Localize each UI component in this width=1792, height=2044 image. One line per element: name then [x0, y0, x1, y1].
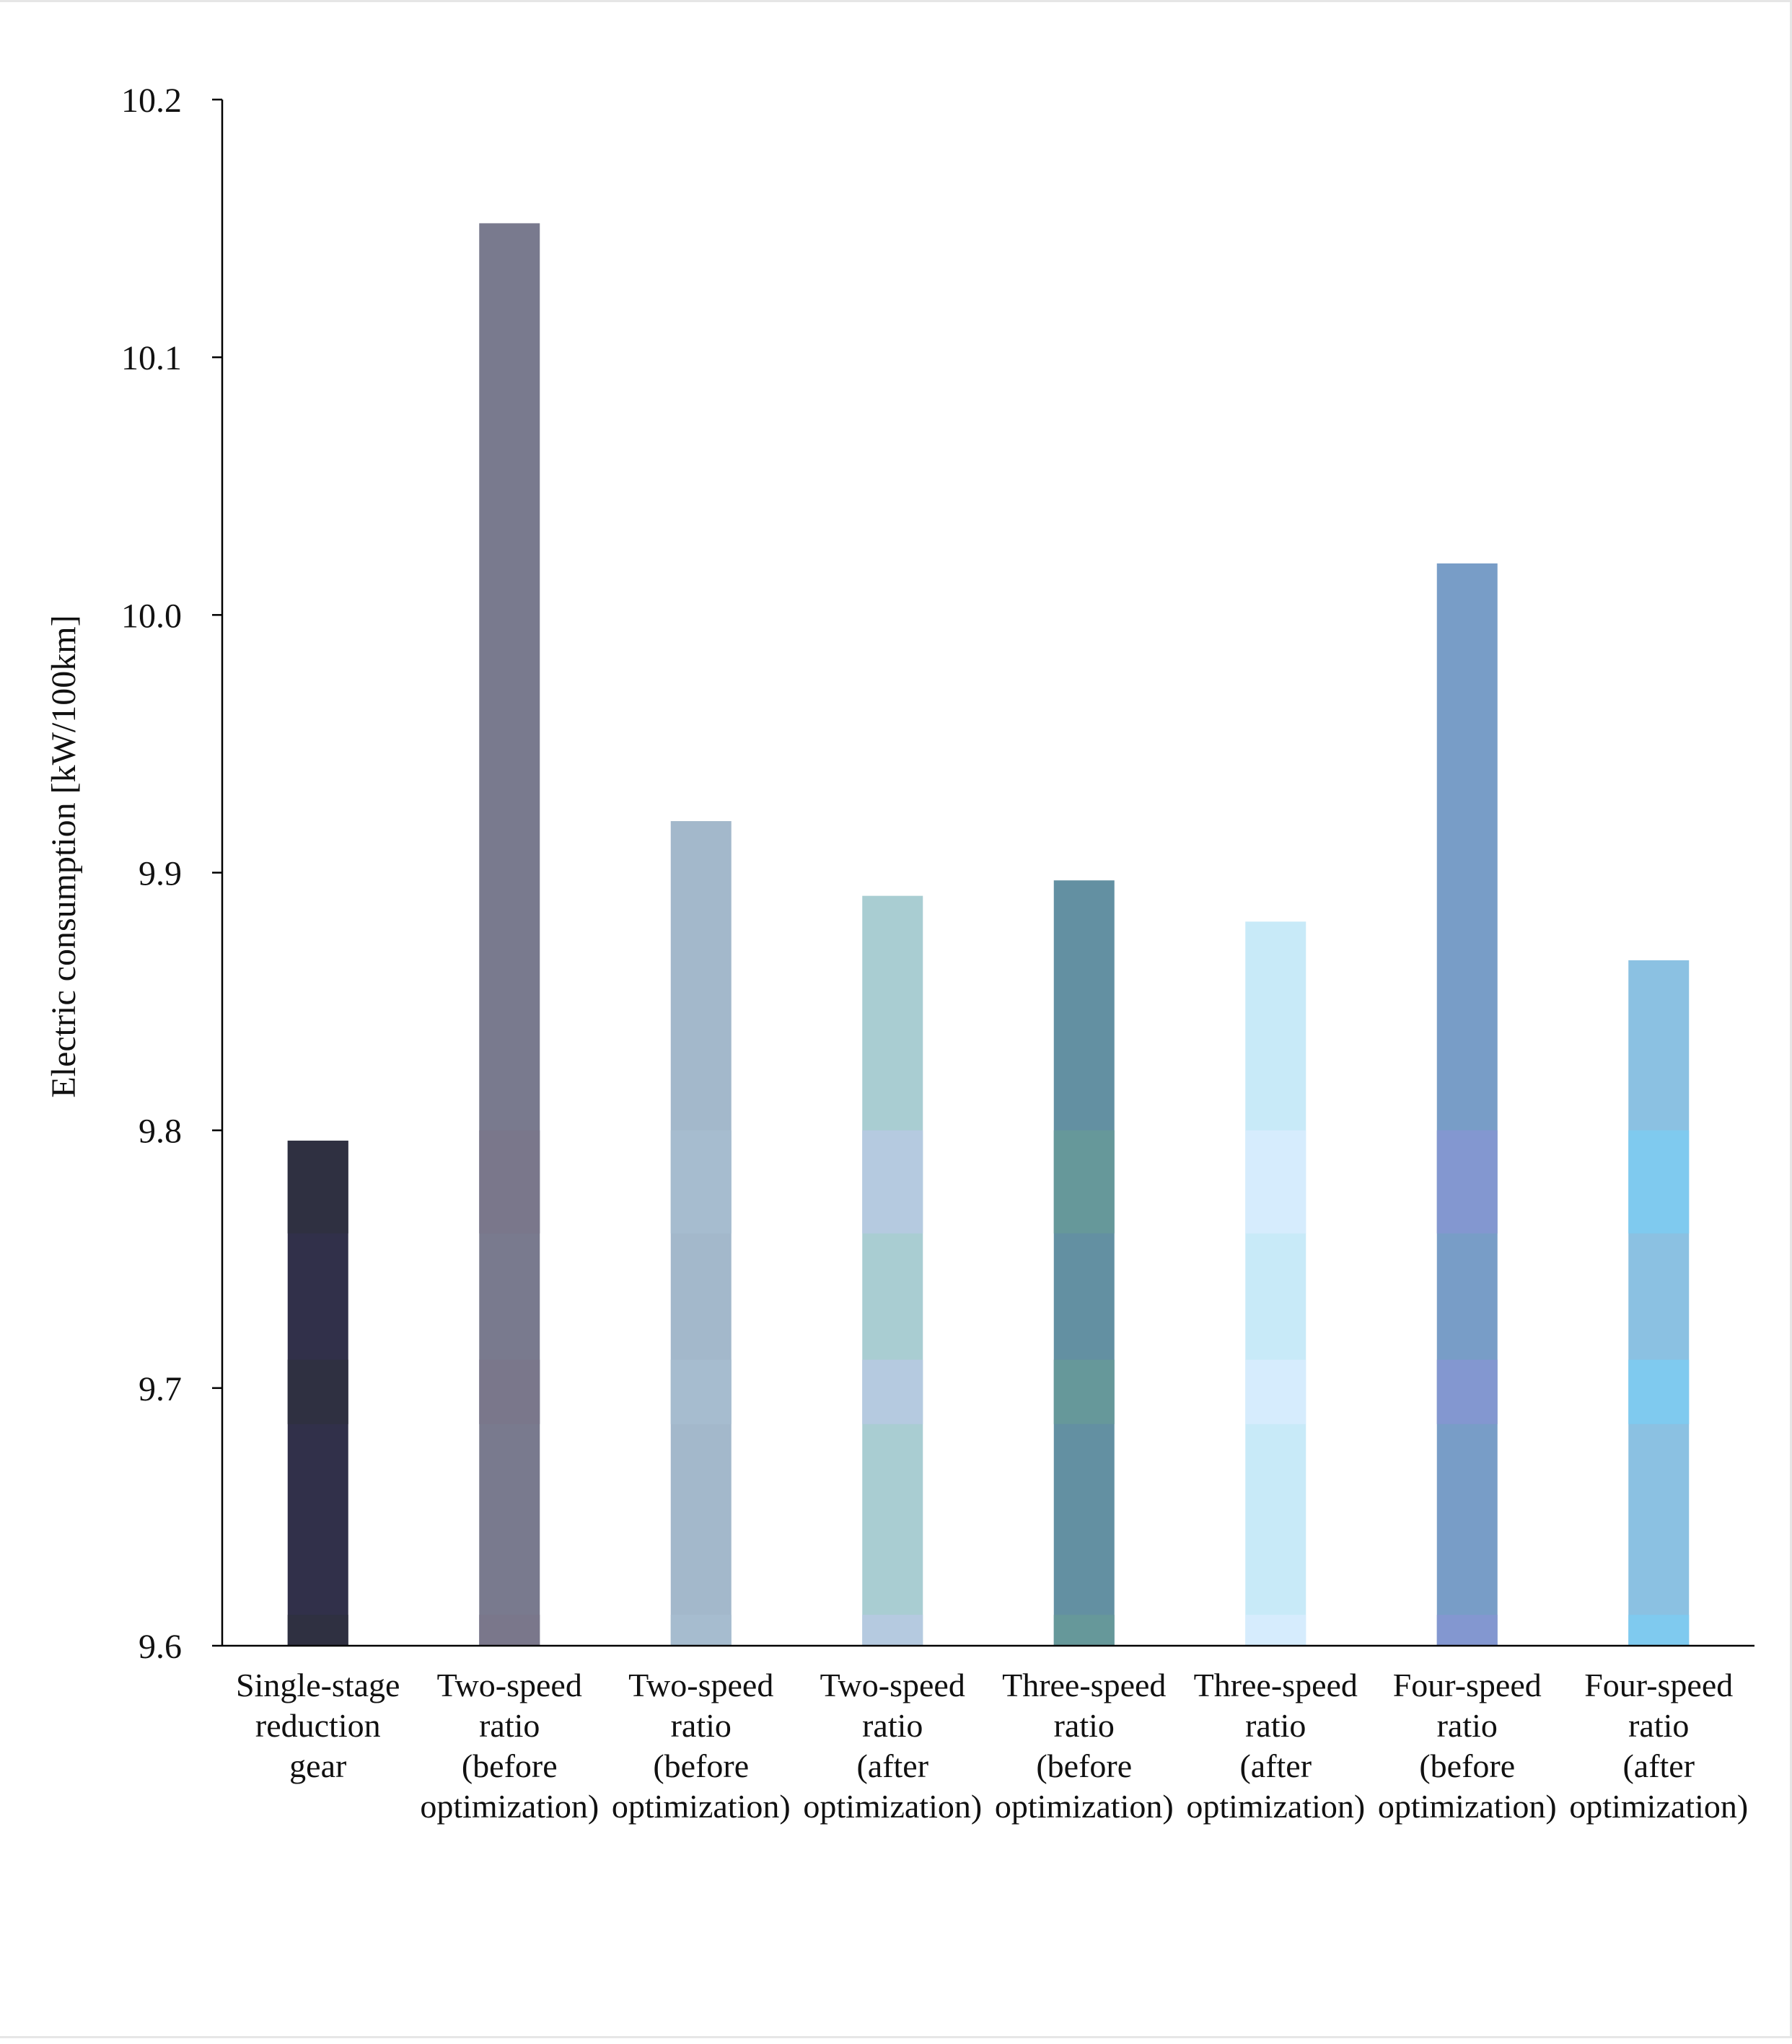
- x-category-label-line: (after: [1239, 1747, 1312, 1784]
- x-category-label-line: Single-stage: [236, 1667, 400, 1703]
- x-category-label-line: Two-speed: [437, 1667, 582, 1703]
- y-tick-label: 10.0: [121, 597, 182, 635]
- x-category-label-line: ratio: [479, 1707, 540, 1744]
- x-category-label: Single-stage reduction gear: [236, 1667, 400, 1784]
- bar: [1053, 880, 1115, 1646]
- bar-shade-band: [1436, 1130, 1498, 1234]
- x-category-label-line: ratio: [1437, 1707, 1498, 1744]
- bar-shade-band: [287, 1140, 348, 1234]
- x-category-label-line: Three-speed: [1002, 1667, 1166, 1703]
- y-tick-label: 10.2: [121, 82, 182, 120]
- x-category-label-line: optimization): [1186, 1788, 1365, 1825]
- x-category-label-line: optimization): [420, 1788, 599, 1825]
- bar-shade-band: [862, 1130, 923, 1234]
- x-category-label-line: Three-speed: [1194, 1667, 1358, 1703]
- x-category-label-line: Four-speed: [1393, 1667, 1542, 1703]
- x-category-label: Two-speed ratio (after optimization): [803, 1667, 982, 1825]
- x-category-label-line: ratio: [671, 1707, 732, 1744]
- bar-shade-band: [1436, 1359, 1498, 1424]
- x-category-label-line: (before: [462, 1747, 558, 1784]
- x-category-label-line: (after: [1622, 1747, 1695, 1784]
- bar-shade-band: [1245, 1130, 1306, 1234]
- bar-shade-band: [1053, 1615, 1115, 1646]
- y-tick-label: 9.9: [139, 855, 182, 893]
- bar-shade-band: [1053, 1359, 1115, 1424]
- bar-shade-band: [862, 1615, 923, 1646]
- x-category-label-line: gear: [289, 1747, 346, 1784]
- bar-shade-band: [287, 1359, 348, 1424]
- bar: [479, 223, 540, 1646]
- x-category-label-line: ratio: [1628, 1707, 1689, 1744]
- x-category-label-line: Two-speed: [820, 1667, 965, 1703]
- bar-shade-band: [479, 1359, 540, 1424]
- x-category-label-line: optimization): [612, 1788, 791, 1825]
- x-category-label-line: Two-speed: [628, 1667, 773, 1703]
- x-category-label-line: optimization): [803, 1788, 982, 1825]
- bars-layer: [287, 223, 1690, 1646]
- x-category-label-line: ratio: [1245, 1707, 1306, 1744]
- bar: [862, 895, 923, 1646]
- x-category-label-line: (before: [1419, 1747, 1515, 1784]
- y-tick-label: 9.6: [139, 1628, 182, 1666]
- bar-shade-band: [670, 1359, 732, 1424]
- bar-shade-band: [1628, 1359, 1690, 1424]
- x-category-label: Two-speed ratio (before optimization): [612, 1667, 791, 1825]
- x-category-label-line: optimization): [995, 1788, 1174, 1825]
- y-tick-label: 9.7: [139, 1370, 182, 1408]
- bar: [1245, 921, 1306, 1646]
- ticks-layer: 9.6 9.7 9.8 9.9 10.0 10.1 10.2: [121, 82, 222, 1666]
- x-category-label-line: ratio: [862, 1707, 923, 1744]
- bar-shade-band: [1628, 1130, 1690, 1234]
- x-category-label-line: (after: [856, 1747, 928, 1784]
- bar-shade-band: [670, 1130, 732, 1234]
- bar-shade-band: [479, 1615, 540, 1646]
- y-axis-label: Electric consumption [kW/100km]: [45, 615, 83, 1097]
- x-category-label-line: optimization): [1378, 1788, 1557, 1825]
- x-category-label-line: ratio: [1054, 1707, 1115, 1744]
- x-category-label-line: (before: [653, 1747, 749, 1784]
- bar: [1628, 960, 1690, 1646]
- bar-shade-band: [287, 1615, 348, 1646]
- x-category-label: Two-speed ratio (before optimization): [420, 1667, 599, 1825]
- x-category-label: Three-speed ratio (after optimization): [1186, 1667, 1365, 1825]
- x-category-label-line: Four-speed: [1584, 1667, 1733, 1703]
- bar-shade-band: [1436, 1615, 1498, 1646]
- bar-shade-band: [1628, 1615, 1690, 1646]
- bar-shade-band: [862, 1359, 923, 1424]
- bar-shade-band: [1245, 1359, 1306, 1424]
- bar-shade-band: [670, 1615, 732, 1646]
- bar: [1436, 563, 1498, 1646]
- bar-shade-band: [479, 1130, 540, 1234]
- x-category-label-line: (before: [1036, 1747, 1132, 1784]
- x-category-label: Four-speed ratio (after optimization): [1569, 1667, 1748, 1825]
- x-category-label-line: optimization): [1569, 1788, 1748, 1825]
- x-category-label-line: reduction: [255, 1707, 381, 1744]
- bar-shade-band: [1245, 1615, 1306, 1646]
- x-category-label: Four-speed ratio (before optimization): [1378, 1667, 1557, 1825]
- y-tick-label: 10.1: [121, 339, 182, 377]
- y-tick-label: 9.8: [139, 1113, 182, 1151]
- bar-shade-band: [1053, 1130, 1115, 1234]
- x-category-label: Three-speed ratio (before optimization): [995, 1667, 1174, 1825]
- axes-layer: [221, 100, 1754, 1647]
